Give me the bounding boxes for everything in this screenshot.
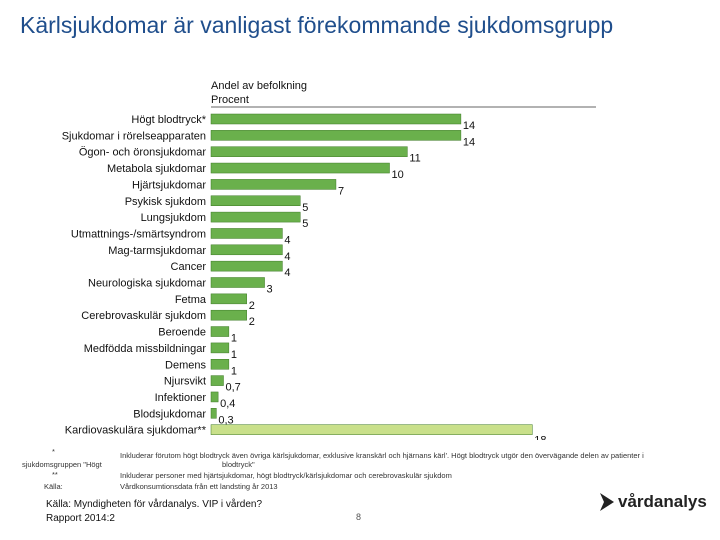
value-label: 4	[284, 234, 290, 246]
category-label: Demens	[165, 359, 206, 371]
category-label: Blodsjukdomar	[133, 408, 206, 420]
bar	[210, 424, 533, 435]
category-label: Psykisk sjukdom	[125, 196, 206, 208]
footnote-star2-mark: **	[52, 470, 58, 479]
value-label: 2	[249, 300, 255, 312]
value-label: 18	[534, 435, 546, 440]
axis-caption-line1: Andel av befolkning	[211, 80, 308, 92]
footnote-star1-left: sjukdomsgruppen "Högt	[22, 460, 102, 469]
value-label: 4	[284, 267, 290, 279]
footnote-star2-text: Inkluderar personer med hjärtsjukdomar, …	[120, 471, 452, 480]
value-label: 11	[409, 153, 420, 165]
category-label: Njursvikt	[164, 376, 206, 388]
bar	[210, 359, 230, 370]
value-label: 0,3	[218, 414, 233, 426]
category-label: Neurologiska sjukdomar	[88, 278, 206, 290]
source-line1: Källa: Myndigheten för vårdanalys. VIP i…	[46, 499, 263, 510]
value-label: 1	[231, 349, 237, 361]
arrow-logo-icon	[600, 493, 614, 511]
value-label: 1	[231, 365, 237, 377]
value-label: 14	[463, 120, 475, 132]
value-label: 2	[249, 316, 255, 328]
category-label: Metabola sjukdomar	[107, 163, 206, 175]
source-citation: Källa: Myndigheten för vårdanalys. VIP i…	[46, 498, 262, 526]
bar	[210, 244, 283, 256]
category-label: Infektioner	[155, 392, 207, 404]
category-label: Medfödda missbildningar	[84, 343, 207, 355]
category-label: Cancer	[171, 261, 207, 273]
category-label: Ögon- och öronsjukdomar	[79, 147, 207, 159]
category-label: Cerebrovaskulär sjukdom	[81, 310, 206, 322]
value-label: 4	[284, 251, 290, 263]
footnote-source-text: Vårdkonsumtionsdata från ett landsting å…	[120, 482, 278, 491]
bar	[210, 277, 265, 288]
page-number: 8	[356, 512, 362, 522]
category-label: Beroende	[158, 327, 206, 339]
category-label: Kardiovaskulära sjukdomar**	[65, 425, 207, 437]
bar	[210, 195, 301, 206]
logo-text: vårdanalys	[618, 492, 707, 511]
category-label: Hjärtsjukdomar	[132, 179, 206, 191]
category-label: Lungsjukdom	[141, 212, 206, 224]
bar	[210, 309, 247, 321]
axis-caption-line2: Procent	[211, 94, 249, 106]
bar	[210, 113, 462, 125]
bar	[210, 293, 247, 305]
value-label: 1	[231, 333, 237, 345]
value-label: 5	[302, 202, 308, 214]
category-label: Sjukdomar i rörelseapparaten	[62, 130, 206, 142]
source-line2: Rapport 2014:2	[46, 513, 115, 524]
bar	[210, 179, 337, 190]
bar	[210, 375, 224, 386]
axis-caption: Andel av befolkning Procent	[211, 79, 307, 107]
value-label: 0,4	[220, 398, 235, 410]
bar	[210, 260, 283, 272]
category-label: Mag-tarmsjukdomar	[108, 245, 206, 257]
value-label: 10	[392, 169, 404, 181]
page-title: Kärlsjukdomar är vanligast förekommande …	[20, 12, 614, 38]
value-label: 7	[338, 185, 344, 197]
footnote-star1-mark: *	[52, 447, 55, 456]
bar	[210, 228, 283, 239]
bar	[210, 162, 390, 174]
bar	[210, 342, 230, 354]
footnote-star1-text: Inkluderar förutom högt blodtryck även ö…	[120, 451, 644, 460]
value-label: 14	[463, 136, 475, 148]
category-label: Utmattnings-/smärtsyndrom	[71, 228, 206, 240]
bar	[210, 146, 408, 157]
category-label: Högt blodtryck*	[131, 114, 206, 126]
bar	[210, 391, 219, 403]
footnote-star1-right: blodtryck"	[222, 460, 255, 469]
footnote-source-mark: Källa:	[44, 482, 63, 491]
value-label: 5	[302, 218, 308, 230]
bar	[210, 326, 230, 337]
bar	[210, 211, 301, 223]
value-label: 0,7	[225, 382, 240, 394]
category-label: Fetma	[175, 294, 207, 306]
bar	[210, 130, 462, 141]
value-label: 3	[267, 284, 273, 296]
bar	[210, 408, 217, 419]
